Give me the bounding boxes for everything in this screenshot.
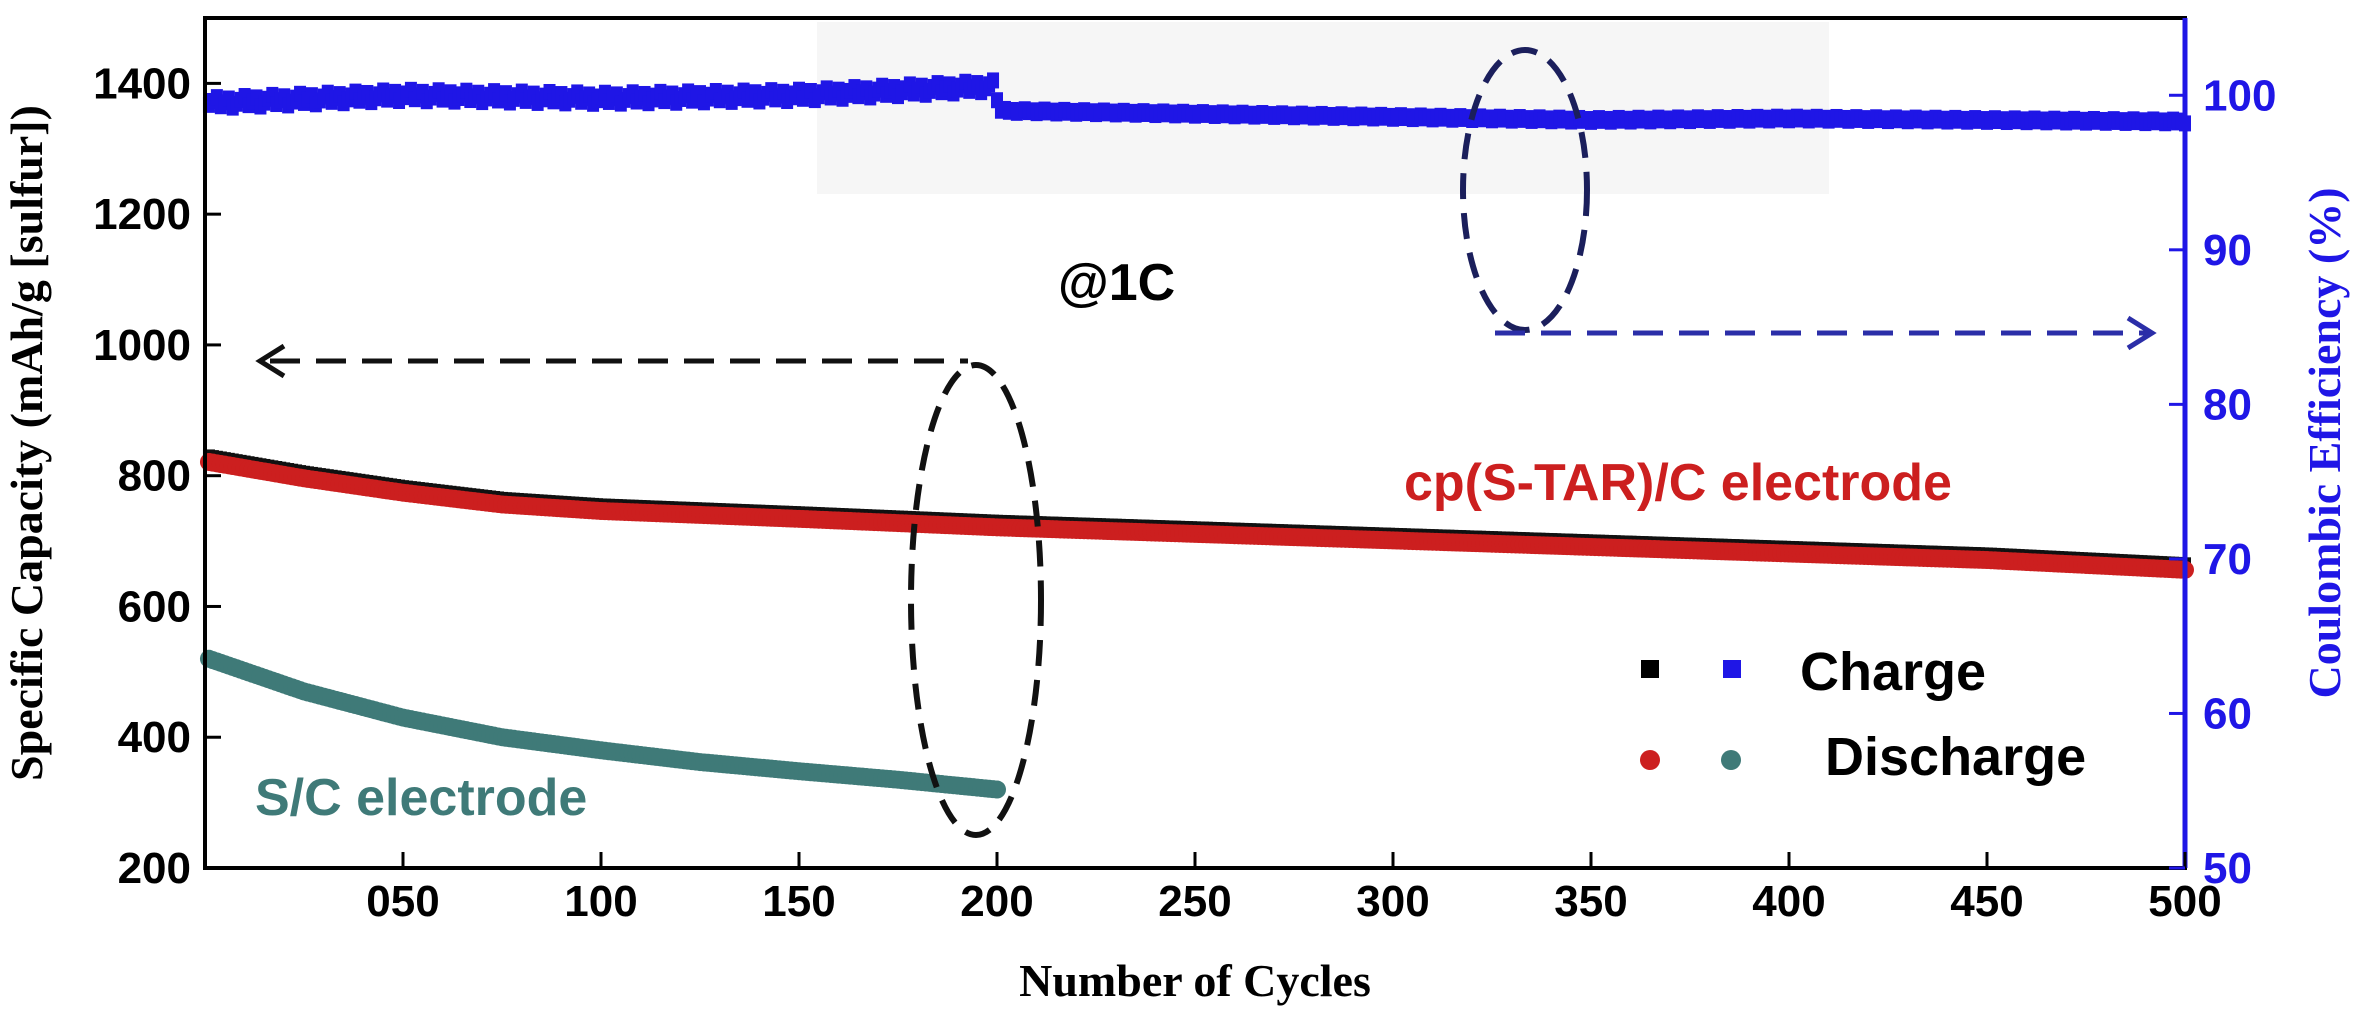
y-axis-title: Specific Capacity (mAh/g [sulfur])	[1, 105, 52, 781]
legend-marker-discharge-red	[1640, 750, 1660, 770]
ce-point	[987, 72, 1000, 89]
ticks-layer: 050 100 150 200 250 300 350 400 450 500 200 400 600 8…	[93, 59, 2276, 926]
x-tick-label: 350	[1554, 877, 1627, 926]
x-tick-label: 450	[1950, 877, 2023, 926]
overlay-layer	[255, 47, 2157, 838]
y2-tick-label: 70	[2203, 535, 2252, 584]
sc-electrode-label: S/C electrode	[255, 769, 587, 827]
capacity-highlight-ellipse	[908, 362, 1044, 838]
y2-tick-label: 50	[2203, 844, 2252, 893]
series-coulombic-efficiency	[202, 72, 2191, 132]
y-tick-label: 800	[118, 452, 191, 501]
legend: Charge Discharge	[1640, 642, 2086, 787]
legend-marker-discharge-teal	[1721, 750, 1741, 770]
legend-marker-charge-blue	[1723, 660, 1741, 678]
y-tick-label: 1400	[93, 59, 191, 108]
legend-label-charge: Charge	[1800, 642, 1986, 702]
y-tick-label: 400	[118, 713, 191, 762]
y-tick-label: 600	[118, 582, 191, 631]
series-sc-electrode	[199, 649, 1006, 799]
y-tick-label: 200	[118, 844, 191, 893]
y-tick-label: 1000	[93, 321, 191, 370]
rate-annotation: @1C	[1058, 254, 1175, 312]
x-tick-label: 500	[2148, 877, 2221, 926]
x-tick-label: 150	[762, 877, 835, 926]
x-tick-label: 400	[1752, 877, 1825, 926]
sc-discharge-point	[988, 780, 1006, 799]
x-tick-label: 050	[366, 877, 439, 926]
y2-tick-label: 80	[2203, 380, 2252, 429]
capacity-arrow-head	[255, 343, 286, 379]
series-layer	[199, 72, 2194, 799]
legend-label-discharge: Discharge	[1825, 727, 2086, 787]
y2-axis-title: Coulombic Efficiency (%)	[2299, 187, 2350, 698]
ce-highlight-ellipse	[1460, 47, 1590, 333]
ce-point	[250, 89, 263, 106]
y-tick-label: 1200	[93, 190, 191, 239]
cp-electrode-label: cp(S-TAR)/C electrode	[1404, 454, 1952, 512]
legend-marker-charge-black	[1641, 660, 1659, 678]
y2-tick-label: 100	[2203, 71, 2276, 120]
x-tick-label: 100	[564, 877, 637, 926]
x-tick-label: 300	[1356, 877, 1429, 926]
x-axis-title: Number of Cycles	[1019, 955, 1371, 1006]
x-tick-label: 250	[1158, 877, 1231, 926]
y2-tick-label: 60	[2203, 689, 2252, 738]
y2-tick-label: 90	[2203, 226, 2252, 275]
x-tick-label: 200	[960, 877, 1033, 926]
series-cp-electrode	[199, 449, 2194, 579]
ce-arrow-head	[2126, 315, 2157, 351]
